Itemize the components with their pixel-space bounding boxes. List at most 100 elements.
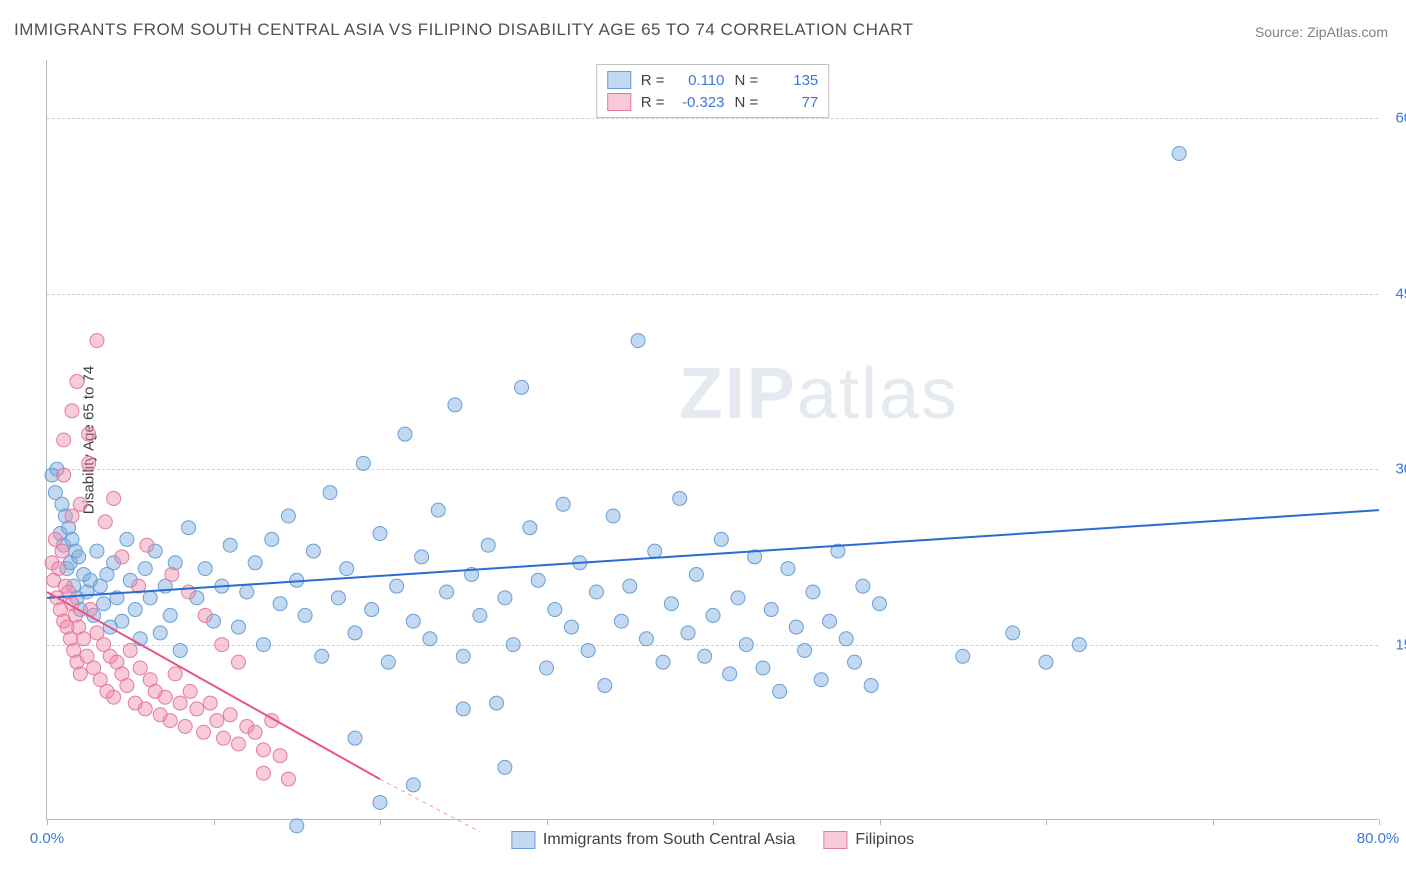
data-point	[107, 491, 121, 505]
data-point	[731, 591, 745, 605]
data-point	[65, 404, 79, 418]
plot-area: Disability Age 65 to 74 ZIPatlas 15.0%30…	[46, 60, 1378, 820]
data-point	[331, 591, 345, 605]
data-point	[448, 398, 462, 412]
data-point	[223, 538, 237, 552]
data-point	[231, 737, 245, 751]
x-tick	[214, 819, 215, 825]
data-point	[128, 603, 142, 617]
legend-swatch	[823, 831, 847, 849]
data-point	[323, 486, 337, 500]
data-point	[515, 380, 529, 394]
data-point	[873, 597, 887, 611]
data-point	[523, 521, 537, 535]
legend-n-value: 135	[768, 72, 818, 89]
legend-n-label: N =	[735, 94, 759, 111]
data-point	[498, 591, 512, 605]
data-point	[77, 632, 91, 646]
data-point	[456, 649, 470, 663]
data-point	[814, 673, 828, 687]
data-point	[490, 696, 504, 710]
data-point	[506, 638, 520, 652]
data-point	[365, 603, 379, 617]
data-point	[115, 614, 129, 628]
data-point	[72, 550, 86, 564]
data-point	[406, 778, 420, 792]
data-point	[82, 427, 96, 441]
data-point	[198, 608, 212, 622]
x-tick	[1379, 819, 1380, 825]
x-origin-label: 0.0%	[30, 830, 64, 847]
data-point	[739, 638, 753, 652]
scatter-plot	[47, 60, 1378, 819]
data-point	[798, 643, 812, 657]
data-point	[789, 620, 803, 634]
data-point	[423, 632, 437, 646]
data-point	[781, 562, 795, 576]
x-tick	[1046, 819, 1047, 825]
data-point	[839, 632, 853, 646]
x-tick	[47, 819, 48, 825]
data-point	[190, 702, 204, 716]
data-point	[163, 608, 177, 622]
data-point	[956, 649, 970, 663]
data-point	[168, 667, 182, 681]
data-point	[57, 468, 71, 482]
data-point	[306, 544, 320, 558]
data-point	[390, 579, 404, 593]
data-point	[216, 731, 230, 745]
data-point	[198, 562, 212, 576]
data-point	[273, 597, 287, 611]
data-point	[415, 550, 429, 564]
data-point	[290, 819, 304, 833]
x-tick	[880, 819, 881, 825]
x-tick	[380, 819, 381, 825]
x-tick	[713, 819, 714, 825]
data-point	[173, 643, 187, 657]
data-point	[298, 608, 312, 622]
data-point	[98, 515, 112, 529]
data-point	[133, 661, 147, 675]
data-point	[138, 702, 152, 716]
data-point	[182, 521, 196, 535]
data-point	[70, 375, 84, 389]
data-point	[182, 585, 196, 599]
data-point	[456, 702, 470, 716]
trend-line	[47, 510, 1379, 598]
data-point	[57, 433, 71, 447]
data-point	[340, 562, 354, 576]
data-point	[315, 649, 329, 663]
legend-swatch	[607, 71, 631, 89]
data-point	[123, 643, 137, 657]
data-point	[210, 714, 224, 728]
data-point	[548, 603, 562, 617]
data-point	[648, 544, 662, 558]
data-point	[82, 456, 96, 470]
x-tick	[547, 819, 548, 825]
legend-swatch	[607, 93, 631, 111]
legend-row: R =0.110N =135	[607, 69, 819, 91]
y-tick-label: 30.0%	[1384, 461, 1406, 478]
data-point	[281, 509, 295, 523]
data-point	[163, 714, 177, 728]
legend-item: Filipinos	[823, 831, 914, 849]
data-point	[656, 655, 670, 669]
data-point	[55, 544, 69, 558]
data-point	[165, 567, 179, 581]
data-point	[773, 684, 787, 698]
data-point	[73, 497, 87, 511]
data-point	[281, 772, 295, 786]
data-point	[373, 795, 387, 809]
y-tick-label: 15.0%	[1384, 636, 1406, 653]
data-point	[556, 497, 570, 511]
data-point	[564, 620, 578, 634]
data-point	[639, 632, 653, 646]
data-point	[223, 708, 237, 722]
data-point	[623, 579, 637, 593]
legend-item: Immigrants from South Central Asia	[511, 831, 796, 849]
data-point	[73, 667, 87, 681]
data-point	[806, 585, 820, 599]
data-point	[265, 532, 279, 546]
data-point	[606, 509, 620, 523]
data-point	[848, 655, 862, 669]
